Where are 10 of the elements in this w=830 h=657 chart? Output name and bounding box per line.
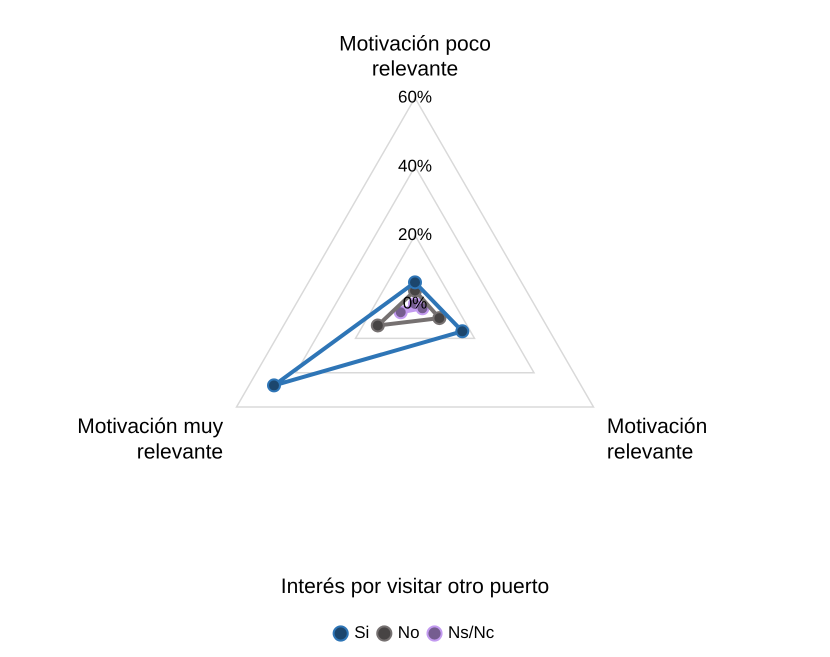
y-tick-label: 60% [398, 88, 432, 107]
spoke-label: Motivación poco relevante [339, 32, 491, 81]
spoke-label: Motivación relevante [606, 415, 708, 464]
legend-label: Si [354, 623, 370, 642]
text: Interés por visitar otro puerto [280, 575, 550, 598]
spoke-label: Motivación muy relevante [77, 415, 224, 464]
legend-label: Ns/Nc [448, 623, 495, 642]
y-tick-label: 40% [398, 156, 432, 176]
legend-label: No [398, 623, 420, 642]
y-tick-label: 20% [398, 224, 432, 244]
